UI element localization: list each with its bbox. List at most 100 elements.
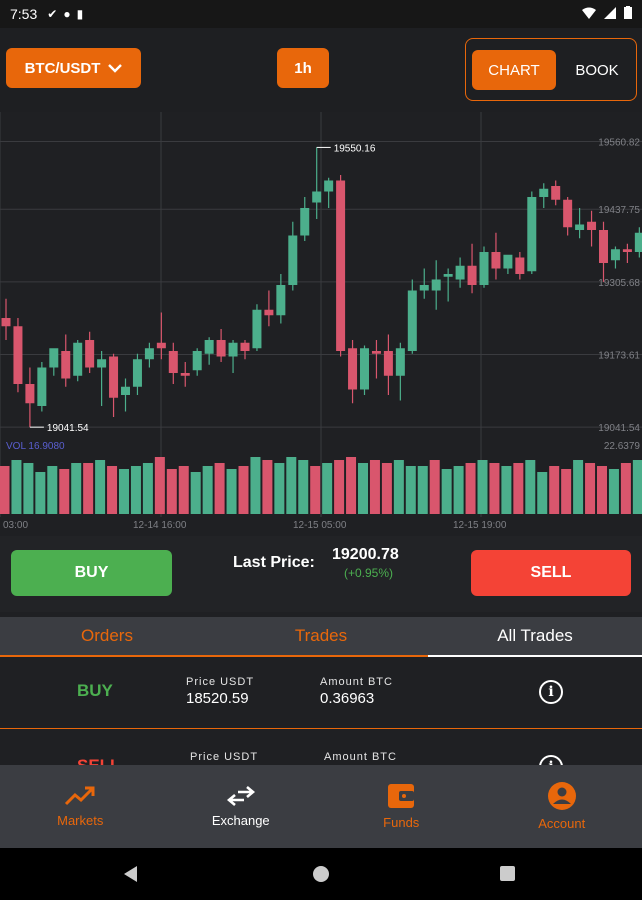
- candle[interactable]: [383, 334, 393, 396]
- volume-bar: [525, 460, 536, 514]
- candle[interactable]: [37, 362, 47, 412]
- candle[interactable]: [515, 252, 525, 280]
- candle[interactable]: [348, 340, 358, 404]
- sell-button[interactable]: SELL: [471, 550, 631, 596]
- volume-bar: [190, 472, 201, 514]
- candle[interactable]: [73, 340, 83, 382]
- wallet-icon: [388, 784, 415, 808]
- bottom-navigation: Markets Exchange Funds Account: [0, 765, 642, 848]
- candle[interactable]: [288, 221, 298, 291]
- candle[interactable]: [216, 329, 226, 362]
- candle[interactable]: [97, 351, 107, 406]
- candle[interactable]: [240, 340, 250, 360]
- info-icon[interactable]: i: [539, 680, 563, 704]
- volume-label: VOL 16.9080: [6, 441, 65, 452]
- candle[interactable]: [467, 243, 477, 294]
- nav-exchange[interactable]: Exchange: [161, 765, 322, 848]
- candle[interactable]: [85, 331, 95, 373]
- nav-funds[interactable]: Funds: [321, 765, 482, 848]
- back-icon[interactable]: [124, 866, 137, 882]
- chevron-down-icon: [108, 63, 123, 73]
- candle[interactable]: [228, 340, 238, 373]
- chart-view-button[interactable]: CHART: [472, 50, 556, 90]
- candle[interactable]: [156, 312, 166, 360]
- view-toggle: CHART BOOK: [465, 38, 637, 101]
- nav-markets[interactable]: Markets: [0, 765, 161, 848]
- tab-all-trades[interactable]: All Trades: [428, 617, 642, 657]
- candle[interactable]: [634, 227, 642, 258]
- volume-bar: [71, 463, 82, 514]
- candle[interactable]: [180, 362, 190, 387]
- candle[interactable]: [132, 353, 142, 395]
- trade-row[interactable]: BUY Price USDT 18520.59 Amount BTC 0.369…: [0, 657, 642, 729]
- account-circle-icon: [547, 782, 576, 810]
- time-tick-label: 12-15 19:00: [453, 520, 507, 531]
- candle[interactable]: [300, 197, 310, 241]
- candle[interactable]: [276, 274, 286, 324]
- price-tick-label: 19305.68: [598, 278, 640, 289]
- candle[interactable]: [431, 260, 441, 310]
- price-tick-label: 19437.75: [598, 205, 640, 216]
- recents-icon[interactable]: [500, 866, 515, 881]
- candle[interactable]: [503, 254, 513, 274]
- candle[interactable]: [443, 268, 453, 302]
- pair-selector-button[interactable]: BTC/USDT: [6, 48, 141, 88]
- candle[interactable]: [371, 340, 381, 379]
- volume-bar: [369, 460, 380, 514]
- home-icon[interactable]: [313, 866, 329, 882]
- buy-button[interactable]: BUY: [11, 550, 172, 596]
- trade-list[interactable]: BUY Price USDT 18520.59 Amount BTC 0.369…: [0, 657, 642, 765]
- candle[interactable]: [252, 304, 262, 351]
- interval-button[interactable]: 1h: [277, 48, 329, 88]
- candle[interactable]: [539, 183, 549, 208]
- candle[interactable]: [407, 279, 417, 354]
- candle[interactable]: [25, 367, 35, 428]
- volume-bar: [95, 460, 106, 514]
- candle[interactable]: [491, 232, 501, 280]
- nav-account[interactable]: Account: [482, 765, 642, 848]
- book-view-button[interactable]: BOOK: [575, 61, 619, 79]
- candle[interactable]: [49, 348, 59, 376]
- volume-bar: [417, 466, 428, 514]
- candle[interactable]: [336, 175, 346, 357]
- candle[interactable]: [599, 221, 608, 282]
- trade-price: 18520.59: [186, 690, 249, 707]
- candle[interactable]: [109, 353, 119, 417]
- candle[interactable]: [479, 246, 489, 288]
- price-chart[interactable]: 19560.82 19437.75 19305.68 19173.61 19041.54…: [0, 112, 642, 536]
- candle[interactable]: [395, 342, 405, 401]
- trade-row[interactable]: SELL Price USDT Amount BTC i: [0, 732, 642, 765]
- candle[interactable]: [419, 268, 429, 299]
- candle[interactable]: [168, 342, 178, 384]
- trade-action-bar: BUY Last Price: 19200.78 (+0.95%) SELL: [0, 536, 642, 612]
- info-icon[interactable]: i: [539, 755, 563, 765]
- candle[interactable]: [144, 342, 154, 368]
- volume-bar: [298, 460, 309, 514]
- candle[interactable]: [121, 378, 130, 412]
- candle[interactable]: [622, 243, 632, 263]
- candle[interactable]: [575, 208, 585, 239]
- candle[interactable]: [360, 345, 369, 396]
- candle[interactable]: [264, 290, 274, 327]
- candle[interactable]: [61, 334, 71, 387]
- candle[interactable]: [204, 337, 214, 365]
- candle[interactable]: [610, 246, 620, 269]
- candle[interactable]: [312, 147, 322, 219]
- candle[interactable]: [527, 191, 537, 275]
- volume-bar: [119, 469, 129, 514]
- candle[interactable]: [563, 197, 573, 236]
- candlestick-chart[interactable]: 19560.82 19437.75 19305.68 19173.61 19041.54…: [0, 112, 642, 536]
- volume-bar: [632, 460, 642, 514]
- candle[interactable]: [1, 298, 11, 340]
- candle[interactable]: [551, 180, 561, 206]
- tab-orders[interactable]: Orders: [0, 617, 214, 657]
- candle[interactable]: [587, 210, 597, 247]
- candle[interactable]: [455, 257, 465, 288]
- volume-bar: [561, 469, 572, 514]
- tab-trades[interactable]: Trades: [214, 617, 428, 657]
- candle[interactable]: [192, 348, 202, 376]
- candle[interactable]: [324, 177, 334, 208]
- candle[interactable]: [13, 318, 23, 393]
- volume-bar: [154, 457, 165, 514]
- volume-bar: [262, 460, 273, 514]
